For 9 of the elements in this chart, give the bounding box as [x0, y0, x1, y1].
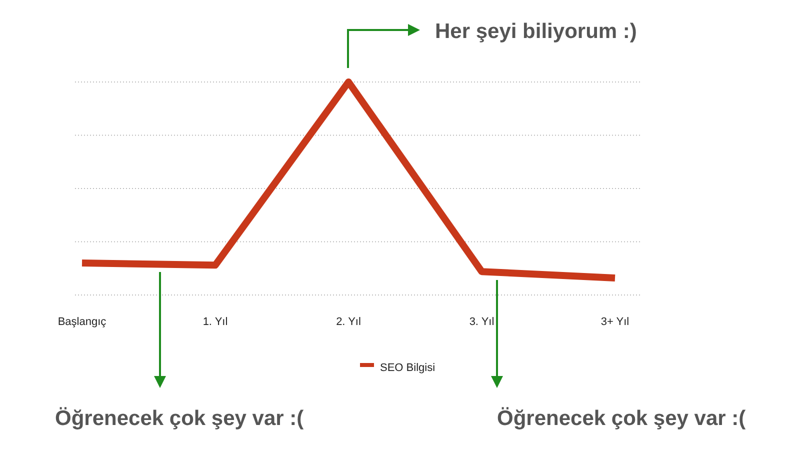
text: Her şeyi biliyorum :) — [435, 20, 637, 43]
x-tick-label: 3. Yıl — [469, 316, 494, 328]
legend-label: SEO Bilgisi — [380, 362, 436, 374]
text: Öğrenecek çok şey var :( — [497, 407, 746, 430]
x-tick-label: 2. Yıl — [336, 316, 361, 328]
x-tick-label: 1. Yıl — [202, 316, 228, 328]
x-tick-label: 3+ Yıl — [600, 316, 630, 328]
x-tick-label: Başlangıç — [58, 316, 107, 328]
text: Öğrenecek çok şey var :( — [55, 407, 304, 430]
